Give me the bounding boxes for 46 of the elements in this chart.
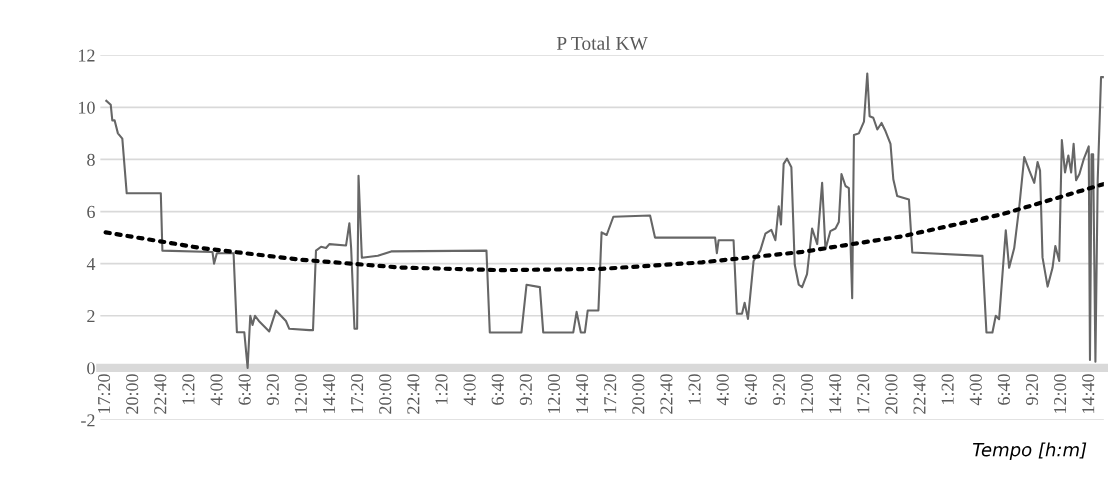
y-tick-label: -2 (81, 414, 95, 427)
x-tick-label: 4:00 (463, 374, 476, 406)
x-tick-label: 9:20 (266, 374, 279, 405)
x-tick-label: 17:20 (97, 374, 111, 413)
x-tick-label: 17:20 (857, 374, 870, 413)
x-tick-label: 6:40 (238, 374, 251, 405)
x-tick-label: 1:20 (435, 374, 448, 404)
x-tick-label: 14:40 (1082, 374, 1095, 413)
y-tick-label: 4 (86, 258, 96, 270)
x-tick-label: 20:00 (632, 374, 645, 414)
x-tick-label: 12:00 (800, 374, 814, 413)
x-tick-label: 1:20 (182, 374, 195, 404)
x-tick-label: 4:00 (969, 374, 982, 406)
x-axis-title: Tempo [h:m] (972, 442, 1087, 460)
x-tick-label: 20:00 (126, 374, 139, 414)
x-tick-label: 17:20 (351, 374, 364, 413)
x-tick-label: 4:00 (210, 374, 223, 406)
x-tick-label: 12:00 (1054, 374, 1067, 413)
x-tick-label: 20:00 (379, 374, 392, 414)
x-tick-label: 6:40 (491, 374, 504, 405)
y-tick-label: 8 (87, 153, 95, 166)
x-tick-label: 17:20 (604, 374, 617, 413)
x-tick-label: 1:20 (941, 374, 954, 404)
x-tick-label: 22:40 (660, 374, 673, 414)
x-tick-label: 9:20 (1025, 374, 1039, 405)
x-tick-label: 6:40 (744, 374, 757, 405)
y-tick-label: 6 (87, 205, 95, 218)
x-tick-label: 20:00 (885, 374, 898, 414)
y-tick-label: 12 (79, 49, 95, 62)
x-tick-label: 9:20 (772, 374, 786, 405)
x-tick-label: 9:20 (519, 374, 533, 405)
x-tick-label: 22:40 (913, 374, 926, 414)
x-tick-label: 14:40 (575, 374, 589, 413)
x-tick-label: 22:40 (407, 374, 420, 414)
y-tick-label: 2 (87, 310, 95, 323)
y-tick-label: 0 (87, 362, 95, 375)
x-tick-label: 6:40 (997, 374, 1011, 405)
x-tick-label: 4:00 (716, 374, 729, 406)
chart-title: P Total KW (556, 36, 648, 50)
x-tick-label: 12:00 (294, 374, 308, 413)
x-tick-label: 22:40 (154, 374, 167, 414)
x-tick-label: 14:40 (829, 374, 842, 413)
x-tick-label: 1:20 (688, 374, 701, 404)
x-tick-label: 12:00 (547, 374, 561, 413)
x-tick-label: 14:40 (322, 374, 336, 413)
y-tick-label: 10 (79, 101, 95, 114)
